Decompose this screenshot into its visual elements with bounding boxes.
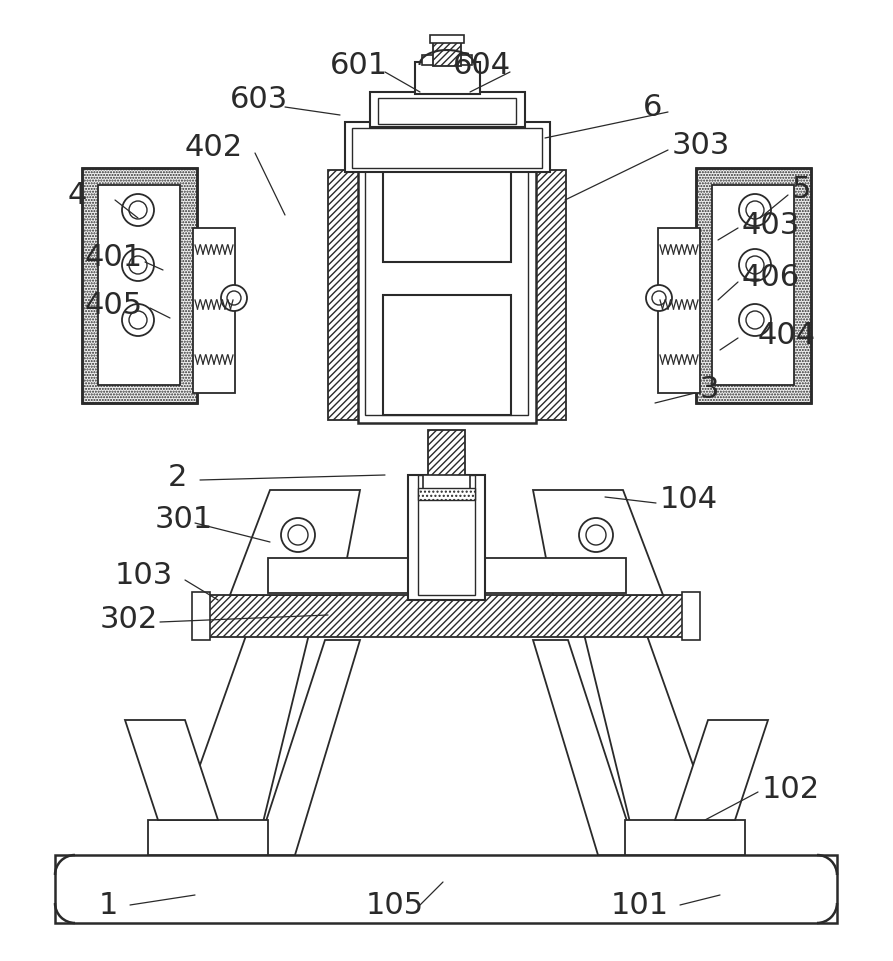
Circle shape	[129, 201, 147, 219]
Text: 101: 101	[611, 891, 669, 920]
Polygon shape	[675, 720, 768, 820]
Text: 406: 406	[742, 263, 800, 292]
Bar	[328, 170, 386, 420]
Text: 403: 403	[742, 210, 800, 239]
Text: 104: 104	[660, 485, 718, 514]
Circle shape	[652, 291, 666, 305]
Bar	[408, 475, 485, 600]
Text: 603: 603	[230, 86, 288, 114]
Text: 604: 604	[453, 51, 511, 80]
Circle shape	[579, 518, 613, 552]
Circle shape	[739, 304, 771, 336]
Bar	[696, 168, 811, 403]
Bar	[378, 98, 516, 124]
Circle shape	[586, 525, 606, 545]
Text: 405: 405	[85, 290, 143, 319]
Circle shape	[129, 311, 147, 329]
Bar	[508, 170, 566, 420]
Text: 302: 302	[100, 605, 158, 634]
Bar	[358, 148, 536, 423]
Circle shape	[746, 201, 764, 219]
Text: 3: 3	[700, 376, 720, 405]
Bar	[422, 55, 472, 65]
Bar	[82, 168, 197, 403]
Text: 601: 601	[330, 51, 388, 80]
Text: 5: 5	[792, 176, 812, 205]
Polygon shape	[148, 820, 268, 855]
Polygon shape	[533, 640, 638, 855]
Text: 301: 301	[155, 505, 213, 534]
Text: 402: 402	[185, 134, 243, 162]
Bar	[365, 155, 528, 415]
Polygon shape	[125, 720, 218, 820]
Circle shape	[739, 249, 771, 281]
Bar	[423, 475, 470, 490]
Circle shape	[122, 194, 154, 226]
Text: 102: 102	[762, 776, 820, 804]
Bar	[418, 488, 475, 500]
Bar	[383, 162, 511, 262]
Text: 1: 1	[98, 891, 118, 920]
Bar	[352, 128, 542, 168]
Bar	[383, 295, 511, 415]
Text: 6: 6	[643, 93, 663, 122]
Text: 2: 2	[168, 463, 188, 492]
Circle shape	[129, 256, 147, 274]
Bar	[192, 592, 210, 640]
Text: 303: 303	[672, 131, 730, 160]
Bar	[370, 92, 525, 127]
Bar	[682, 592, 700, 640]
Bar	[268, 558, 626, 593]
Circle shape	[746, 256, 764, 274]
Bar	[55, 855, 837, 923]
Circle shape	[281, 518, 315, 552]
Polygon shape	[625, 820, 745, 855]
Text: 404: 404	[758, 321, 816, 350]
Bar	[696, 168, 811, 403]
Bar	[658, 228, 700, 393]
Bar	[430, 35, 464, 43]
Circle shape	[739, 194, 771, 226]
Bar	[193, 228, 235, 393]
Circle shape	[122, 304, 154, 336]
Bar	[82, 168, 197, 403]
Circle shape	[227, 291, 241, 305]
Bar	[418, 475, 475, 595]
Bar	[433, 38, 461, 66]
Polygon shape	[168, 630, 310, 855]
Bar	[712, 185, 794, 385]
Polygon shape	[255, 640, 360, 855]
Bar	[195, 595, 698, 637]
Circle shape	[122, 249, 154, 281]
Polygon shape	[533, 490, 663, 595]
Circle shape	[221, 285, 247, 311]
Polygon shape	[583, 630, 725, 855]
Text: 103: 103	[115, 560, 173, 589]
Bar	[98, 185, 180, 385]
Circle shape	[646, 285, 672, 311]
Text: 105: 105	[366, 891, 424, 920]
Circle shape	[746, 311, 764, 329]
Bar	[345, 122, 550, 172]
Bar	[428, 430, 465, 485]
Circle shape	[288, 525, 308, 545]
Text: 4: 4	[68, 181, 88, 209]
Bar	[415, 62, 480, 94]
Polygon shape	[230, 490, 360, 595]
Text: 401: 401	[85, 243, 143, 273]
